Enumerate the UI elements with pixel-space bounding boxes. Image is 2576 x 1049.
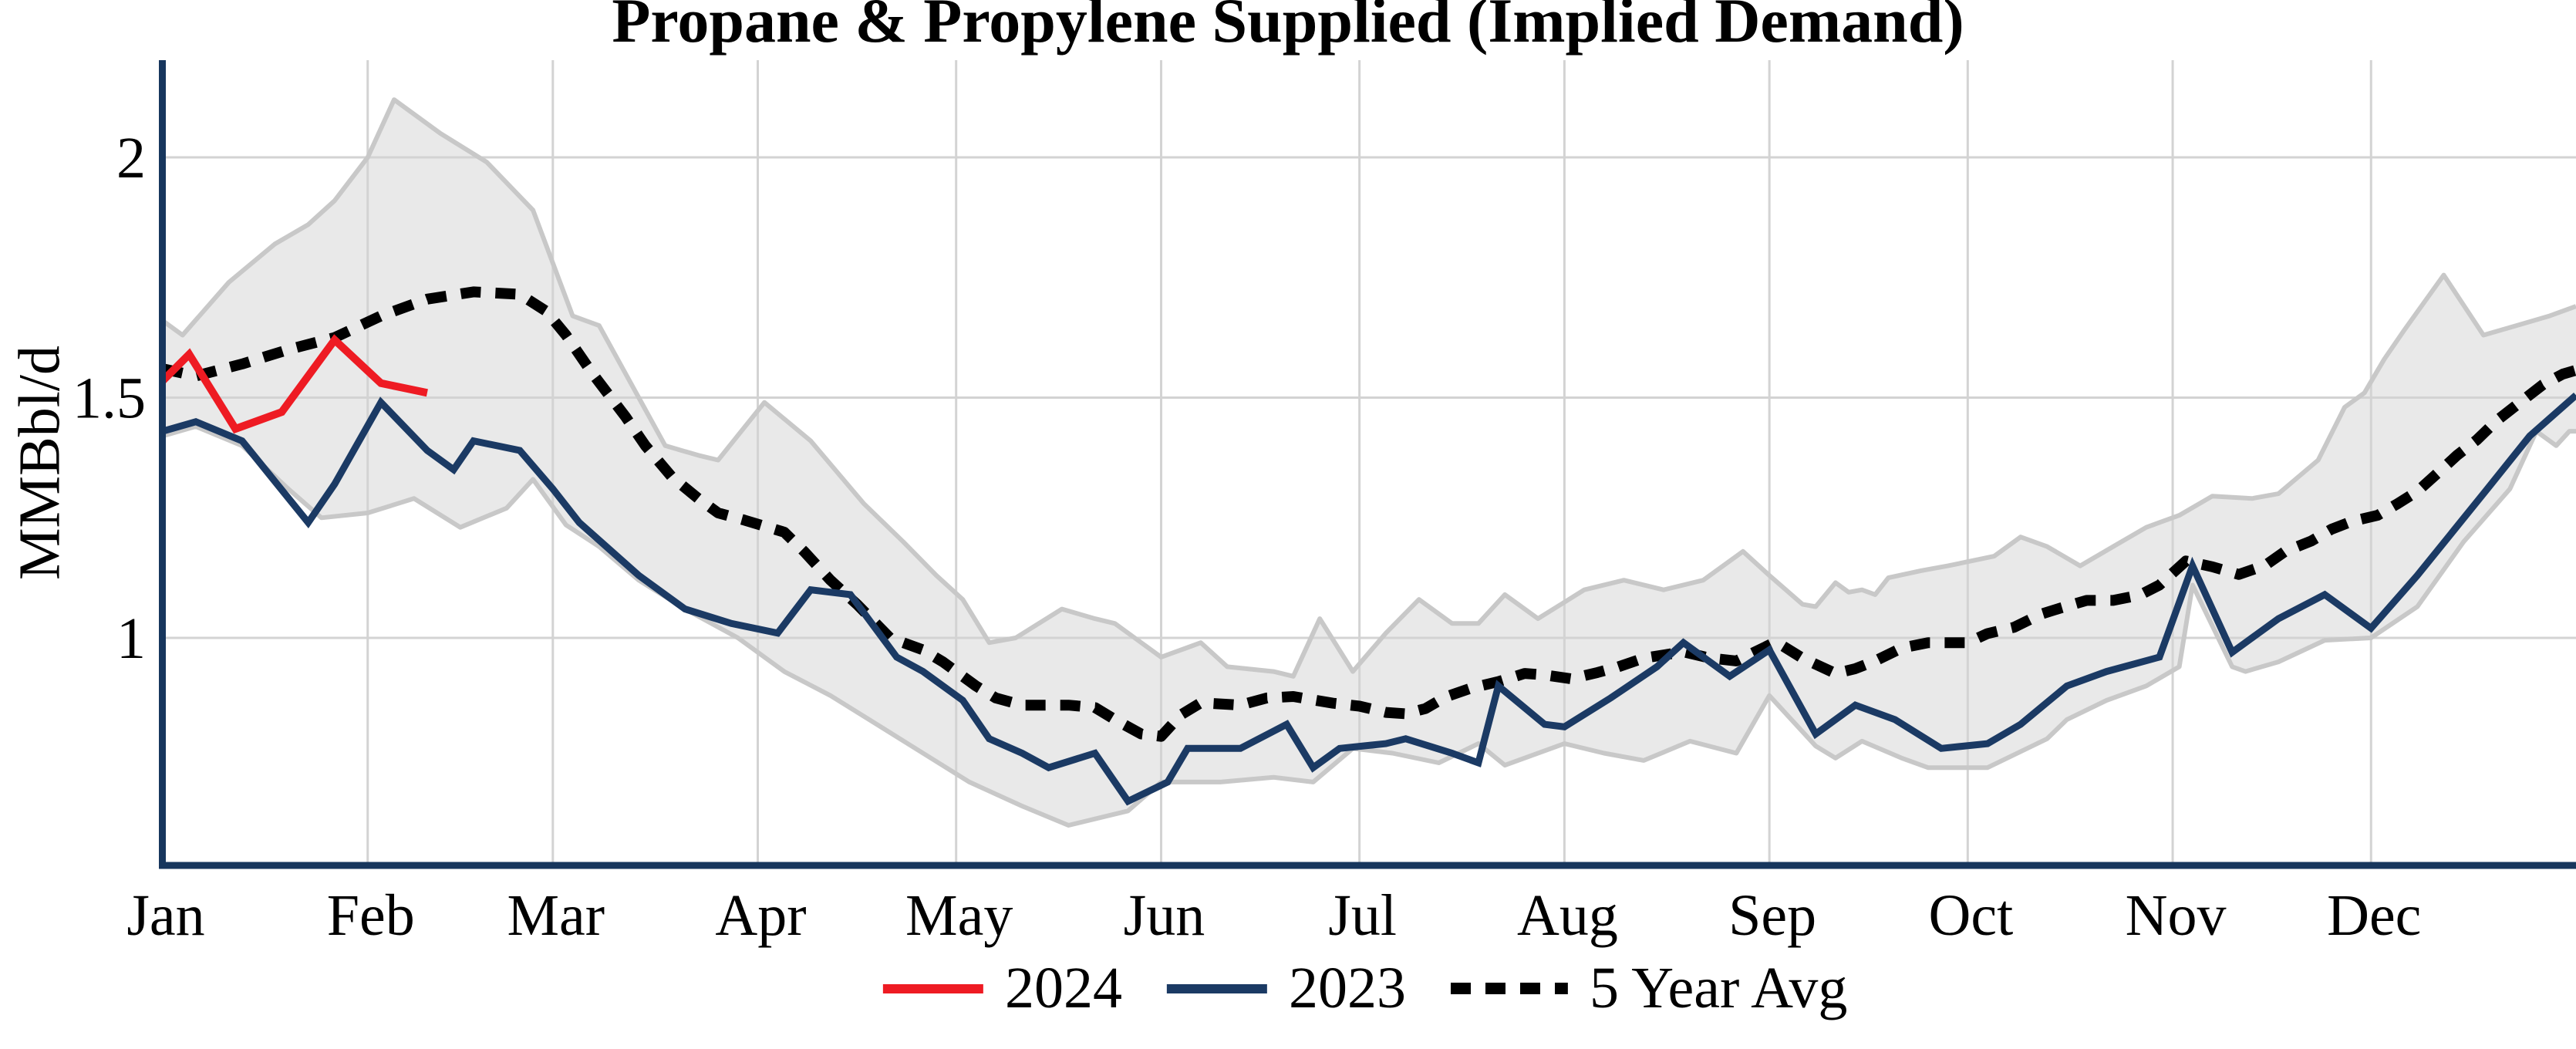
legend-item-2024: 2024 <box>883 955 1122 1022</box>
band-lower-edge <box>162 423 2576 828</box>
legend-item-5yr-avg: 5 Year Avg <box>1451 955 1847 1022</box>
x-tick-label: Jan <box>126 883 204 948</box>
x-tick-label: Aug <box>1517 883 1618 948</box>
band-upper-edge <box>161 97 2576 679</box>
x-tick-label: Jul <box>1328 883 1397 948</box>
x-tick-label: Dec <box>2327 883 2421 948</box>
y-tick-label: 1 <box>116 606 146 671</box>
legend-swatch-2023-line <box>1167 983 1268 993</box>
legend-swatch-2024-line <box>883 983 984 993</box>
y-tick-label: 2 <box>116 126 146 191</box>
legend-item-2023: 2023 <box>1167 955 1406 1022</box>
x-tick-label: Sep <box>1728 883 1816 948</box>
chart-title: Propane & Propylene Supplied (Implied De… <box>612 0 1964 56</box>
y-tick-label: 1.5 <box>72 366 146 431</box>
series-2024-line <box>160 334 428 434</box>
x-tick-label: Mar <box>507 883 605 948</box>
x-tick-label: May <box>905 883 1013 948</box>
x-tick-label: Nov <box>2126 883 2227 948</box>
x-tick-label: Oct <box>1928 883 2013 948</box>
x-tick-label: Apr <box>715 883 806 948</box>
legend: 2024 2023 5 Year Avg <box>883 955 1847 1022</box>
legend-label-5yr-avg: 5 Year Avg <box>1590 956 1848 1020</box>
x-tick-label: Feb <box>327 883 415 948</box>
five-year-range-band <box>163 100 2576 825</box>
legend-label-2023: 2023 <box>1289 956 1407 1020</box>
legend-label-2024: 2024 <box>1005 956 1123 1020</box>
legend-swatch-5yr-avg-dotted-line <box>1451 983 1569 994</box>
series-2023-line <box>161 393 2576 806</box>
x-tick-label: Jun <box>1124 883 1205 948</box>
series-5-year-avg-line <box>161 286 2576 742</box>
